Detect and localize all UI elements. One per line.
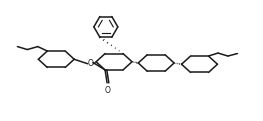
Text: O: O [88, 59, 94, 68]
Text: O: O [105, 86, 111, 95]
